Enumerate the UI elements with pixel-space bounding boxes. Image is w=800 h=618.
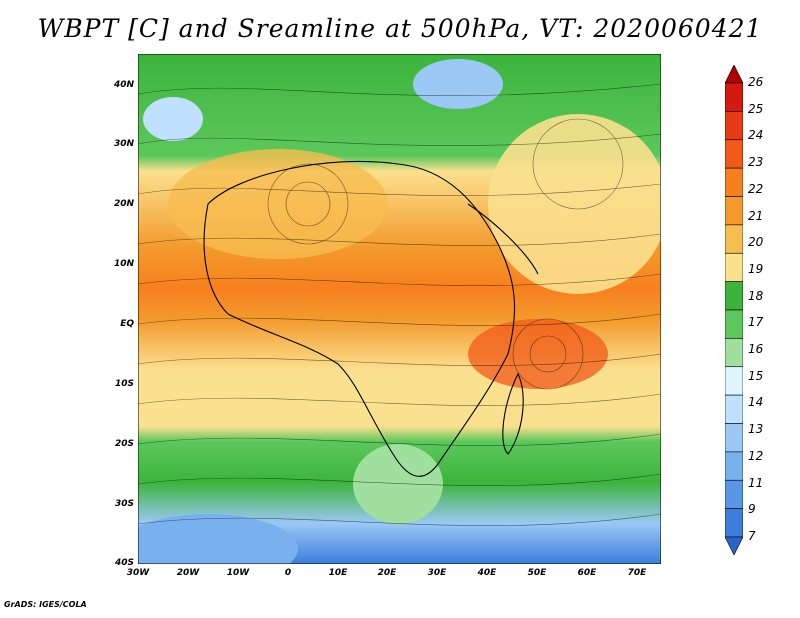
- cool-patch-n: [413, 59, 503, 109]
- lon-label-10w: 10W: [226, 568, 250, 578]
- colorbar-label: 7: [748, 529, 756, 543]
- lon-label-40e: 40E: [477, 568, 497, 578]
- lon-label-10e: 10E: [328, 568, 348, 578]
- colorbar-swatch: [725, 508, 743, 538]
- colorbar-label: 17: [748, 315, 764, 330]
- colorbar-swatch: [725, 366, 743, 396]
- lat-label-10s: 10S: [114, 379, 134, 389]
- colorbar-label: 9: [748, 502, 756, 517]
- colorbar-label: 24: [748, 128, 764, 143]
- colorbar-swatch: [725, 252, 743, 282]
- lat-label-eq: EQ: [120, 319, 134, 329]
- colorbar-swatch: [725, 82, 743, 112]
- lon-label-20w: 20W: [176, 568, 200, 578]
- colorbar-swatch: [725, 281, 743, 311]
- lon-label-50e: 50E: [527, 568, 547, 578]
- colorbar-cap-top: [725, 65, 743, 84]
- colorbar-swatch: [725, 139, 743, 169]
- colorbar-label: 22: [748, 181, 764, 196]
- cool-patch-s: [353, 444, 443, 524]
- hot-core-east: [468, 319, 608, 389]
- colorbar-label: 19: [748, 261, 764, 276]
- lon-label-30e: 30E: [427, 568, 447, 578]
- lat-label-40n: 40N: [113, 80, 134, 90]
- colorbar-label: 11: [748, 475, 764, 490]
- colorbar-label: 12: [748, 448, 764, 463]
- map-panel: [138, 54, 661, 564]
- colorbar-swatch: [725, 423, 743, 453]
- cool-patch-sw: [138, 514, 298, 564]
- lat-label-10n: 10N: [113, 259, 134, 269]
- lon-label-60e: 60E: [577, 568, 597, 578]
- colorbar-swatch: [725, 394, 743, 424]
- footer-credit: GrADS: IGES/COLA: [4, 600, 87, 609]
- colorbar-swatch: [725, 309, 743, 339]
- lat-label-20n: 20N: [113, 199, 134, 209]
- coastlines: [203, 160, 539, 477]
- colorbar-label: 16: [748, 342, 764, 357]
- colorbar-cap-bottom: [725, 536, 743, 555]
- colorbar-label: 26: [748, 75, 764, 89]
- streamlines: [138, 83, 661, 526]
- lat-label-30s: 30S: [114, 499, 134, 509]
- colorbar-label: 20: [748, 235, 764, 250]
- warm-core-north: [168, 149, 388, 259]
- colorbar-swatch: [725, 167, 743, 197]
- colorbar-swatch: [725, 451, 743, 481]
- colorbar-label: 13: [748, 422, 764, 437]
- chart-title: WBPT [C] and Sreamline at 500hPa, VT: 20…: [37, 14, 763, 43]
- colorbar-swatch: [725, 224, 743, 254]
- colorbar-label: 14: [748, 395, 764, 410]
- colorbar-label: 18: [748, 288, 764, 303]
- colorbar-label: 21: [748, 208, 764, 223]
- lon-label-0: 0: [284, 568, 292, 578]
- lat-label-20s: 20S: [114, 439, 134, 449]
- cool-patch-nw: [143, 97, 203, 141]
- lon-label-20e: 20E: [377, 568, 397, 578]
- colorbar-swatch: [725, 338, 743, 368]
- lat-label-30n: 30N: [113, 139, 134, 149]
- colorbar-label: 23: [748, 155, 764, 170]
- colorbar-swatch: [725, 479, 743, 509]
- colorbar-swatch: [725, 196, 743, 226]
- lon-label-70e: 70E: [627, 568, 647, 578]
- colorbar: [725, 65, 743, 555]
- lon-label-30w: 30W: [126, 568, 150, 578]
- colorbar-label: 25: [748, 101, 764, 116]
- lat-label-40s: 40S: [114, 558, 134, 568]
- colorbar-label: 15: [748, 368, 764, 383]
- warm-patch-ne: [488, 114, 661, 294]
- colorbar-swatch: [725, 111, 743, 141]
